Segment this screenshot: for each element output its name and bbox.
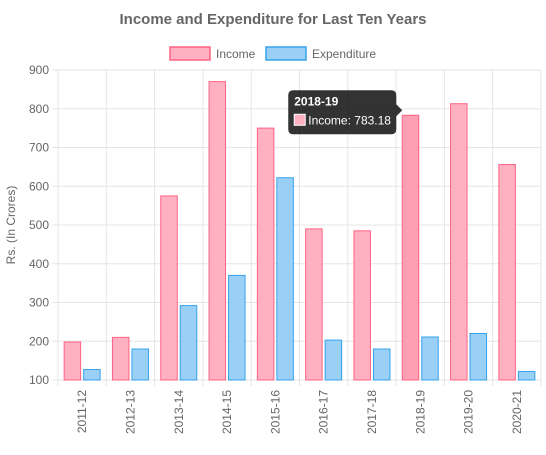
y-tick-label: 400	[29, 257, 49, 271]
x-tick-label: 2013-14	[172, 390, 186, 434]
bar-income[interactable]	[401, 114, 420, 381]
bar-expenditure[interactable]	[276, 177, 294, 381]
bar-expenditure[interactable]	[228, 274, 246, 381]
tooltip-box	[288, 90, 403, 135]
chart-title: Income and Expenditure for Last Ten Year…	[119, 11, 426, 28]
tooltip: 2018-19 Income: 783.18	[288, 90, 403, 135]
bar-expenditure[interactable]	[179, 305, 198, 381]
x-tick-label: 2012-13	[123, 390, 137, 434]
bar-expenditure[interactable]	[421, 336, 439, 381]
bar-expenditure[interactable]	[517, 370, 536, 381]
bar-income[interactable]	[160, 195, 178, 381]
x-tick-label: 2015-16	[268, 390, 282, 434]
bar-income[interactable]	[256, 127, 275, 381]
legend[interactable]: Income Expenditure	[169, 46, 376, 61]
tooltip-body: Income: 783.18	[308, 113, 391, 127]
y-tick-label: 600	[29, 179, 49, 193]
x-tick-label: 2011-12	[75, 390, 89, 433]
y-tick-label: 100	[29, 373, 49, 387]
legend-label-income: Income	[216, 47, 256, 61]
x-axis: 2011-12 2012-13 2013-14 2014-15 2015-16 2016-…	[75, 390, 524, 434]
bar-income[interactable]	[63, 341, 82, 381]
legend-swatch-expenditure	[265, 46, 307, 61]
x-tick-label: 2019-20	[462, 390, 476, 434]
bar-expenditure[interactable]	[83, 369, 101, 381]
y-axis: 100 200 300 400 500 600 700 800 900	[29, 63, 58, 387]
y-tick-label: 700	[29, 141, 49, 155]
y-tick-label: 500	[29, 218, 49, 232]
x-tick-label: 2018-19	[413, 390, 427, 434]
bar-expenditure[interactable]	[469, 333, 488, 381]
y-tick-label: 300	[29, 296, 49, 310]
x-tick-label: 2016-17	[317, 390, 331, 434]
legend-swatch-income	[169, 46, 211, 61]
bar-expenditure[interactable]	[372, 348, 391, 381]
tooltip-swatch	[293, 113, 306, 126]
y-tick-label: 900	[29, 63, 49, 77]
bar-expenditure[interactable]	[131, 348, 149, 381]
bar-expenditure[interactable]	[324, 339, 343, 381]
bar-income[interactable]	[305, 228, 323, 381]
grid	[57, 69, 542, 386]
y-axis-title: Rs. (In Crores)	[4, 186, 18, 265]
legend-label-expenditure: Expenditure	[312, 47, 376, 61]
y-tick-label: 800	[29, 102, 49, 116]
bar-income[interactable]	[208, 81, 227, 381]
x-tick-label: 2020-21	[510, 390, 524, 434]
bars	[63, 81, 536, 381]
bar-income[interactable]	[353, 230, 371, 381]
x-tick-label: 2014-15	[220, 390, 234, 434]
bar-income[interactable]	[498, 164, 516, 381]
legend-item-income[interactable]: Income	[169, 46, 256, 61]
bar-income[interactable]	[111, 336, 130, 381]
bar-income[interactable]	[450, 103, 468, 381]
tooltip-title: 2018-19	[294, 94, 338, 108]
x-tick-label: 2017-18	[365, 390, 379, 434]
y-tick-label: 200	[29, 334, 49, 348]
legend-item-expenditure[interactable]: Expenditure	[265, 46, 376, 61]
